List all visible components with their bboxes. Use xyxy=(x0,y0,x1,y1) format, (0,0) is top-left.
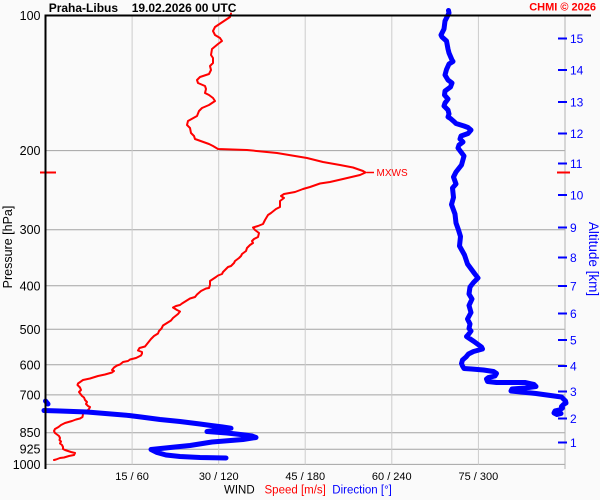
svg-text:7: 7 xyxy=(570,279,577,293)
svg-text:5: 5 xyxy=(570,333,577,347)
svg-text:2: 2 xyxy=(570,412,577,426)
svg-text:200: 200 xyxy=(20,144,41,158)
svg-text:10: 10 xyxy=(570,188,584,202)
svg-text:9: 9 xyxy=(570,221,577,235)
svg-text:MXWS: MXWS xyxy=(377,168,408,179)
svg-text:Direction [°]: Direction [°] xyxy=(332,485,392,497)
svg-text:13: 13 xyxy=(570,95,584,109)
svg-text:700: 700 xyxy=(20,388,41,402)
svg-text:Speed [m/s]: Speed [m/s] xyxy=(265,485,326,497)
svg-text:500: 500 xyxy=(20,323,41,337)
svg-text:75 / 300: 75 / 300 xyxy=(459,471,499,483)
svg-text:60 / 240: 60 / 240 xyxy=(372,471,412,483)
svg-text:300: 300 xyxy=(20,223,41,237)
svg-text:15 / 60: 15 / 60 xyxy=(115,471,149,483)
svg-text:Praha-Libus: Praha-Libus xyxy=(49,1,119,15)
svg-text:11: 11 xyxy=(570,157,583,171)
svg-text:Pressure [hPa]: Pressure [hPa] xyxy=(1,206,15,289)
svg-text:12: 12 xyxy=(570,127,584,141)
svg-text:WIND: WIND xyxy=(224,485,255,497)
svg-text:925: 925 xyxy=(20,443,41,457)
svg-text:1: 1 xyxy=(570,436,577,450)
svg-text:15: 15 xyxy=(570,32,584,46)
svg-text:CHMI © 2026: CHMI © 2026 xyxy=(529,2,596,14)
svg-text:100: 100 xyxy=(20,9,41,23)
svg-text:4: 4 xyxy=(570,359,577,373)
svg-text:45 / 180: 45 / 180 xyxy=(285,471,325,483)
svg-text:8: 8 xyxy=(570,251,577,265)
svg-text:30 / 120: 30 / 120 xyxy=(199,471,239,483)
svg-text:14: 14 xyxy=(570,63,584,77)
svg-text:19.02.2026 00 UTC: 19.02.2026 00 UTC xyxy=(132,1,237,15)
svg-text:850: 850 xyxy=(20,426,41,440)
svg-text:6: 6 xyxy=(570,307,577,321)
svg-text:3: 3 xyxy=(570,385,577,399)
svg-text:600: 600 xyxy=(20,358,41,372)
svg-text:1000: 1000 xyxy=(13,458,41,472)
svg-text:400: 400 xyxy=(20,279,41,293)
svg-text:Altitude [km]: Altitude [km] xyxy=(586,222,600,296)
